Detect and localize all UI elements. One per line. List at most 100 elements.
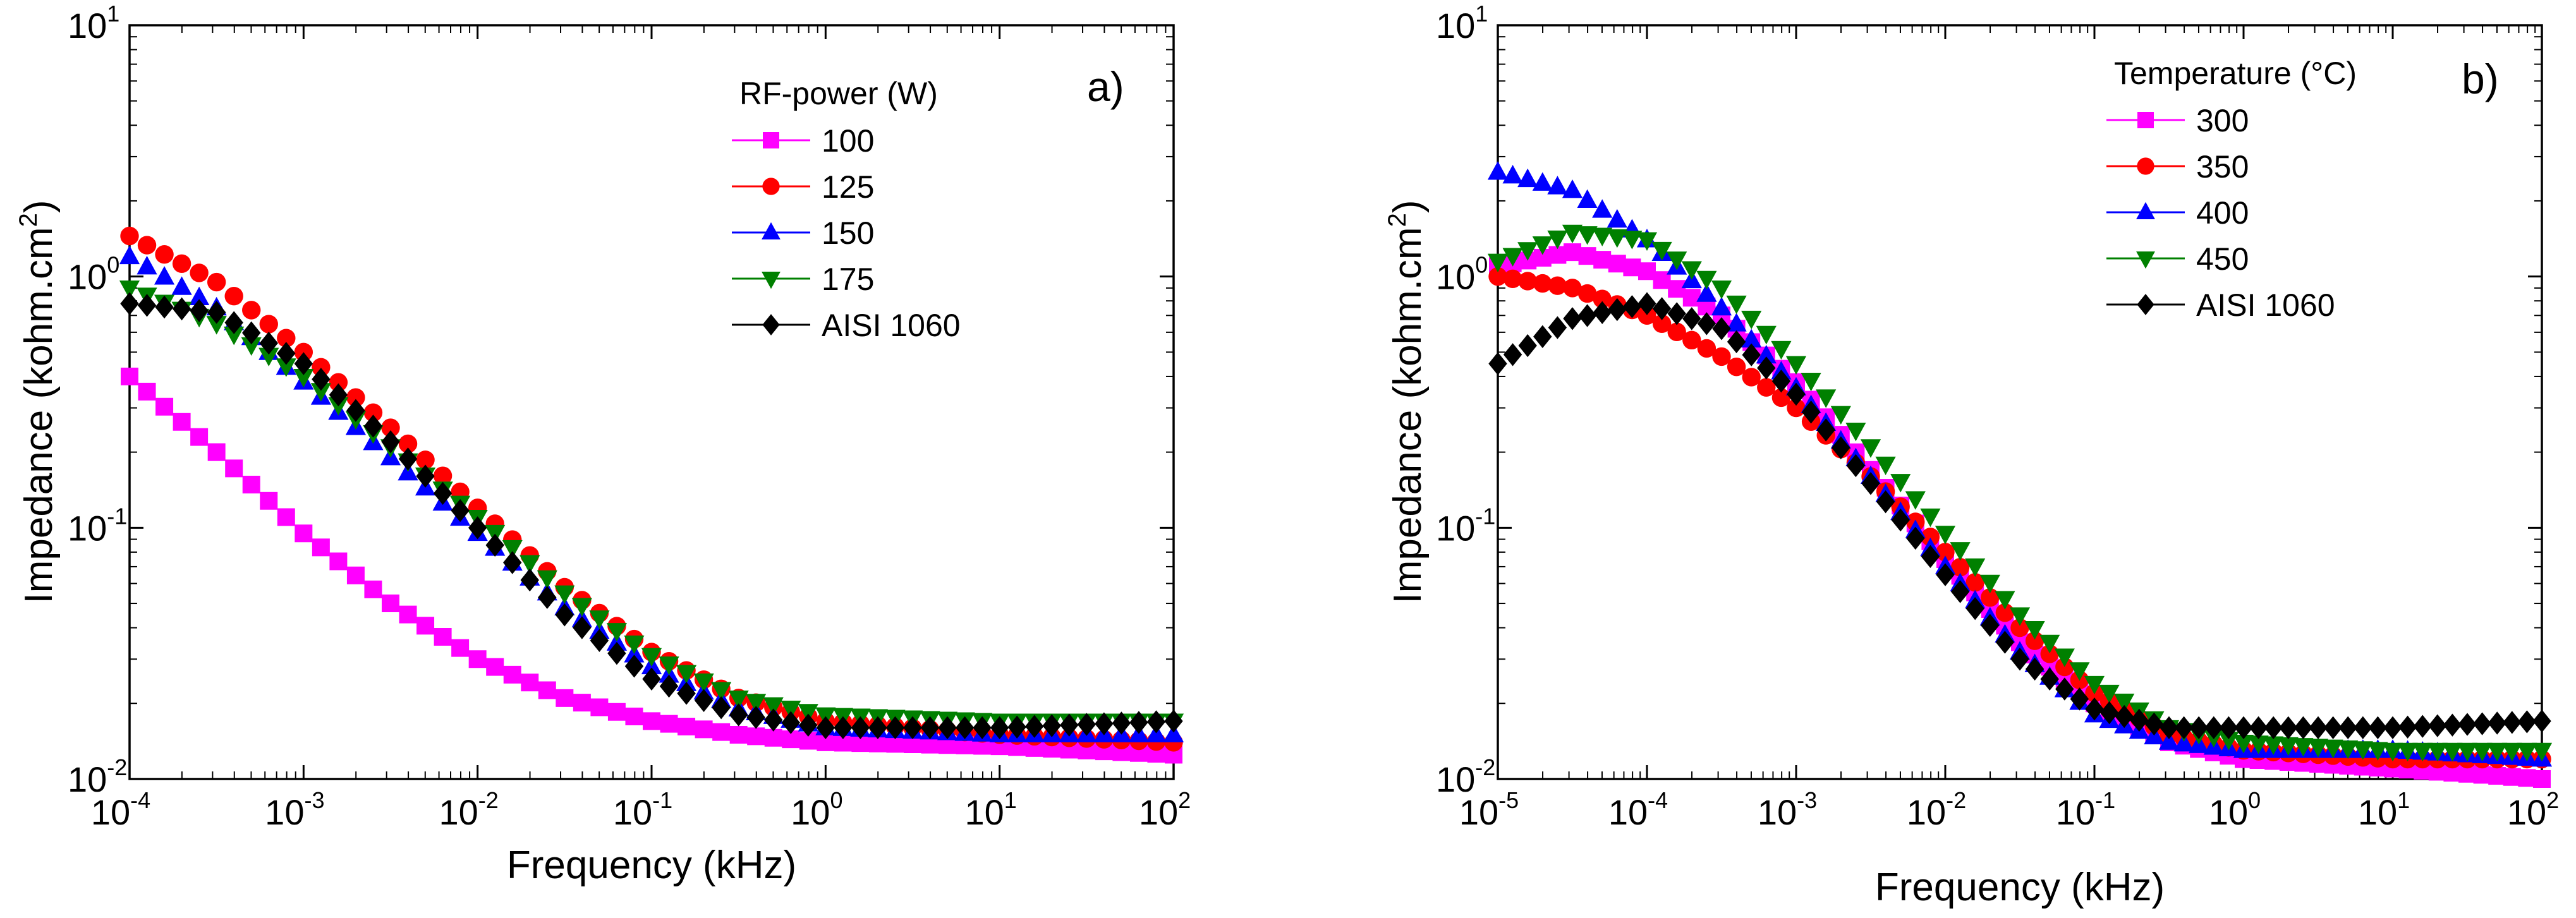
legend-label: AISI 1060	[822, 308, 961, 343]
y-axis-title-main: Impedance (kohm.cm	[1386, 227, 1430, 603]
x-tick-label: 10-4	[1608, 787, 1668, 832]
data-point	[310, 383, 331, 402]
series-300	[1489, 243, 2551, 788]
data-point	[1637, 292, 1656, 315]
data-point	[2173, 732, 2194, 752]
data-point	[712, 696, 731, 720]
data-point	[312, 538, 330, 557]
data-point	[1578, 247, 1596, 265]
data-point	[782, 730, 800, 749]
data-point	[1771, 341, 1792, 360]
data-point	[851, 716, 870, 740]
data-point	[2457, 742, 2478, 762]
data-point	[1697, 339, 1716, 358]
data-point	[1727, 330, 1746, 354]
data-point	[1517, 242, 1538, 261]
data-point	[1593, 251, 1612, 269]
data-point	[729, 725, 748, 744]
data-point	[1757, 378, 1776, 397]
data-point	[2458, 764, 2476, 783]
legend-marker	[762, 222, 781, 240]
data-point	[537, 570, 557, 589]
data-point	[2338, 716, 2357, 740]
data-point	[381, 430, 400, 454]
data-point	[712, 723, 731, 741]
data-point	[329, 552, 348, 571]
data-point	[2472, 742, 2493, 762]
data-point	[346, 399, 365, 422]
data-point	[1950, 558, 1970, 577]
data-point	[294, 352, 313, 375]
y-axis-title-close: )	[1386, 200, 1430, 213]
data-point	[1726, 313, 1747, 332]
data-point	[816, 716, 835, 740]
data-point	[1965, 573, 1984, 592]
data-point	[2532, 710, 2551, 733]
data-point	[119, 280, 140, 299]
data-point	[1623, 258, 1641, 277]
legend-marker	[2137, 294, 2154, 315]
data-point	[1488, 352, 1507, 375]
data-point	[1965, 596, 1984, 620]
data-point	[920, 716, 940, 740]
data-point	[1502, 248, 1523, 267]
x-tick-label: 101	[965, 787, 1017, 832]
data-point	[2501, 742, 2522, 762]
data-point	[1756, 344, 1777, 364]
data-point	[206, 316, 227, 335]
data-point	[921, 735, 939, 754]
data-point	[1771, 388, 1791, 408]
data-point	[1816, 418, 1835, 442]
data-point	[241, 337, 262, 356]
data-point	[1593, 289, 1612, 308]
data-point	[1787, 398, 1806, 418]
data-point	[1487, 253, 1509, 273]
data-point	[607, 703, 626, 721]
data-point	[1785, 356, 1807, 375]
data-point	[606, 623, 628, 642]
y-axis-title-sup: 2	[1383, 213, 1411, 227]
data-point	[2233, 734, 2254, 754]
data-point	[2472, 712, 2492, 735]
data-point	[1906, 526, 1925, 550]
axis-ticks	[1497, 24, 2543, 780]
data-point	[1936, 563, 1955, 586]
data-point	[2487, 742, 2508, 762]
data-point	[677, 682, 696, 705]
data-point	[2040, 667, 2059, 691]
data-point	[693, 673, 714, 692]
data-point	[2413, 715, 2432, 738]
data-point	[817, 733, 835, 751]
data-point	[2428, 763, 2446, 781]
data-point	[1891, 508, 1910, 532]
data-point	[1548, 276, 1567, 295]
data-point	[956, 736, 974, 754]
data-point	[242, 301, 261, 320]
data-point	[1502, 164, 1523, 184]
data-point	[676, 665, 697, 684]
data-point	[2263, 736, 2284, 755]
data-point	[695, 720, 713, 739]
data-point	[2218, 732, 2239, 751]
data-point	[643, 712, 660, 730]
data-point	[2367, 742, 2388, 761]
data-point	[642, 667, 661, 691]
data-point	[1950, 542, 1971, 561]
data-point	[1667, 251, 1687, 270]
data-point	[1801, 372, 1821, 392]
data-point	[939, 736, 957, 754]
data-point	[1995, 591, 2015, 610]
data-point	[1890, 474, 1911, 493]
data-point	[1547, 176, 1568, 195]
data-point	[2010, 648, 2029, 671]
data-point	[1164, 710, 1183, 733]
x-tick-labels: 10-5 10-4 10-3 10-2 10-1 100 101 102	[1459, 787, 2559, 832]
data-point	[1608, 255, 1626, 273]
data-point	[173, 413, 191, 431]
y-tick-label: 100	[1436, 252, 1488, 297]
data-point	[1129, 711, 1148, 734]
legend-label: 100	[822, 123, 874, 159]
data-point	[363, 414, 383, 438]
data-point	[2084, 675, 2105, 695]
data-point	[851, 734, 870, 752]
